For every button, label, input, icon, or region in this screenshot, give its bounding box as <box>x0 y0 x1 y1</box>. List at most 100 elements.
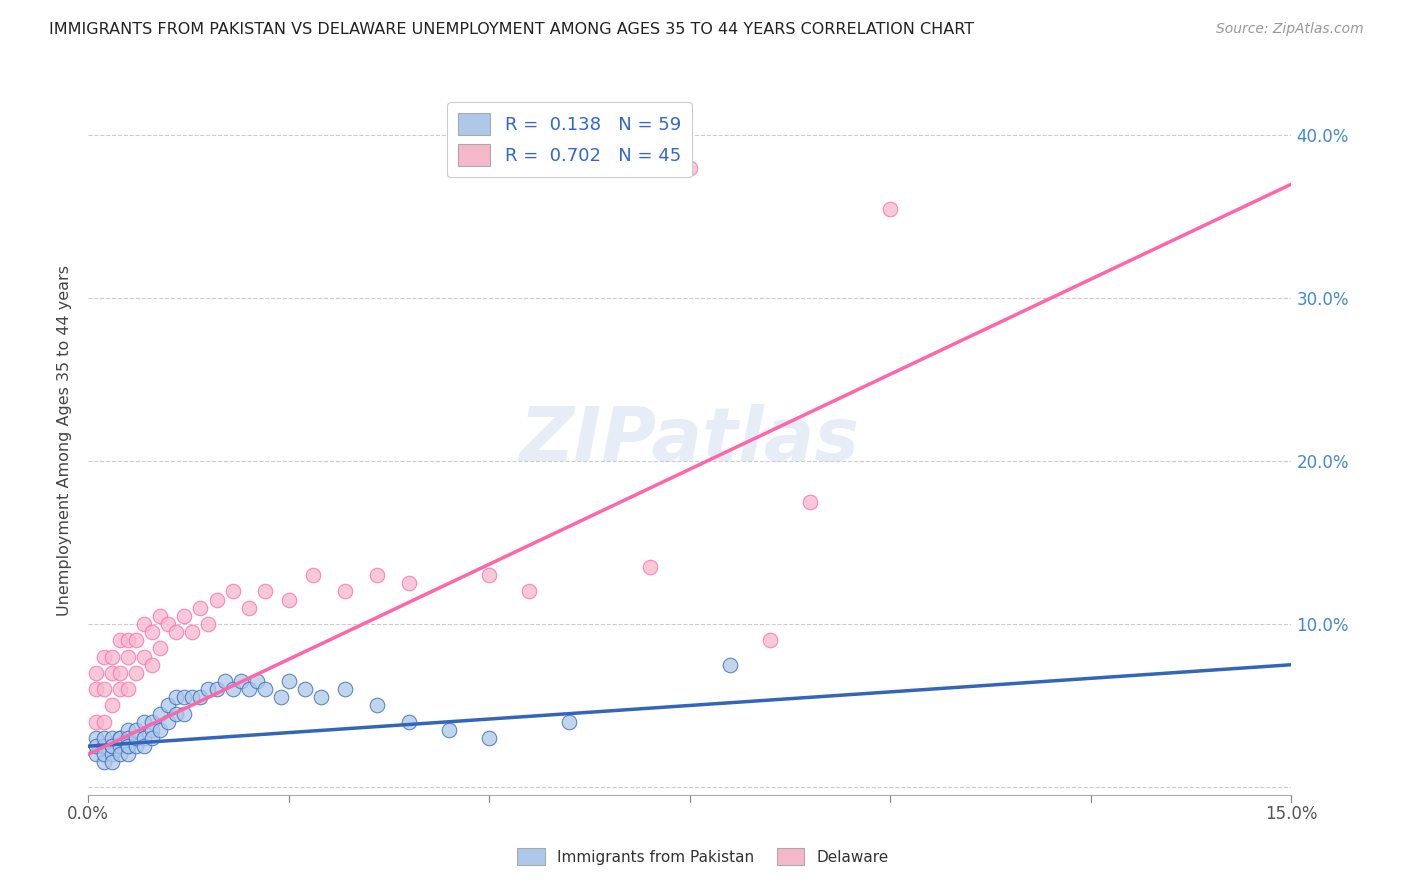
Point <box>214 673 236 688</box>
Point <box>101 739 124 754</box>
Point <box>125 739 148 754</box>
Point <box>165 706 187 721</box>
Point <box>101 731 124 745</box>
Point <box>173 608 195 623</box>
Point <box>101 665 124 680</box>
Text: IMMIGRANTS FROM PAKISTAN VS DELAWARE UNEMPLOYMENT AMONG AGES 35 TO 44 YEARS CORR: IMMIGRANTS FROM PAKISTAN VS DELAWARE UNE… <box>49 22 974 37</box>
Point <box>190 600 212 615</box>
Point <box>366 568 388 582</box>
Point <box>117 682 139 697</box>
Point <box>165 625 187 640</box>
Point <box>141 731 163 745</box>
Point <box>181 690 204 705</box>
Point <box>197 617 219 632</box>
Point <box>117 739 139 754</box>
Point <box>253 584 276 599</box>
Point <box>93 649 115 664</box>
Point <box>101 739 124 754</box>
Point <box>93 739 115 754</box>
Point <box>110 731 132 745</box>
Point <box>157 617 180 632</box>
Point <box>197 682 219 697</box>
Point <box>398 714 420 729</box>
Point <box>190 690 212 705</box>
Point <box>110 682 132 697</box>
Point <box>638 560 661 574</box>
Point <box>117 747 139 762</box>
Point <box>333 682 356 697</box>
Text: Source: ZipAtlas.com: Source: ZipAtlas.com <box>1216 22 1364 37</box>
Point <box>478 731 501 745</box>
Point <box>181 625 204 640</box>
Point <box>149 608 172 623</box>
Point <box>101 649 124 664</box>
Point <box>173 690 195 705</box>
Point <box>84 665 107 680</box>
Point <box>173 706 195 721</box>
Point <box>149 706 172 721</box>
Point <box>277 592 299 607</box>
Point <box>93 756 115 770</box>
Point <box>309 690 332 705</box>
Point <box>134 617 156 632</box>
Point <box>519 584 541 599</box>
Point <box>398 576 420 591</box>
Point <box>84 731 107 745</box>
Point <box>125 665 148 680</box>
Point <box>294 682 316 697</box>
Point <box>84 747 107 762</box>
Point <box>366 698 388 713</box>
Point <box>238 600 260 615</box>
Point <box>229 673 252 688</box>
Point <box>125 731 148 745</box>
Point <box>246 673 269 688</box>
Point <box>333 584 356 599</box>
Point <box>110 665 132 680</box>
Point <box>221 682 243 697</box>
Point <box>149 641 172 656</box>
Point <box>238 682 260 697</box>
Point <box>134 731 156 745</box>
Point <box>93 731 115 745</box>
Point <box>221 584 243 599</box>
Point <box>125 633 148 648</box>
Point <box>205 682 228 697</box>
Point <box>799 495 821 509</box>
Point <box>679 161 702 175</box>
Legend: Immigrants from Pakistan, Delaware: Immigrants from Pakistan, Delaware <box>510 842 896 871</box>
Point <box>117 731 139 745</box>
Point <box>84 682 107 697</box>
Point <box>125 723 148 737</box>
Point <box>134 739 156 754</box>
Point <box>277 673 299 688</box>
Point <box>101 698 124 713</box>
Point <box>84 714 107 729</box>
Point <box>205 592 228 607</box>
Point <box>301 568 323 582</box>
Point <box>478 568 501 582</box>
Point <box>437 723 460 737</box>
Point <box>141 657 163 672</box>
Point <box>93 747 115 762</box>
Point <box>134 714 156 729</box>
Point <box>141 625 163 640</box>
Point <box>253 682 276 697</box>
Point <box>141 714 163 729</box>
Point <box>879 202 901 216</box>
Point <box>110 731 132 745</box>
Point <box>101 756 124 770</box>
Point <box>117 739 139 754</box>
Point <box>117 649 139 664</box>
Point <box>84 739 107 754</box>
Point <box>149 723 172 737</box>
Point <box>93 682 115 697</box>
Point <box>141 723 163 737</box>
Point <box>101 747 124 762</box>
Point <box>117 633 139 648</box>
Point <box>558 714 581 729</box>
Point <box>165 690 187 705</box>
Point <box>110 633 132 648</box>
Point <box>110 747 132 762</box>
Y-axis label: Unemployment Among Ages 35 to 44 years: Unemployment Among Ages 35 to 44 years <box>58 265 72 616</box>
Point <box>759 633 782 648</box>
